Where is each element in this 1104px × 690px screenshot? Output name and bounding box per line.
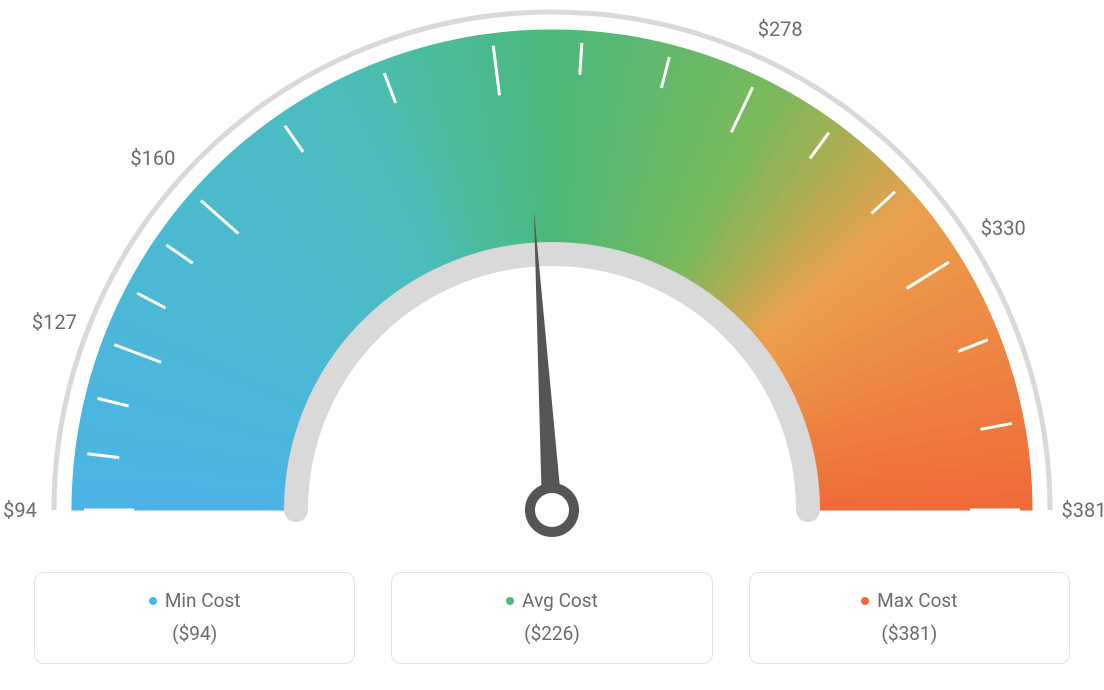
gauge-svg <box>0 0 1104 570</box>
legend-title-max: Max Cost <box>750 589 1069 612</box>
legend-label-max: Max Cost <box>877 589 957 612</box>
gauge-tick-label: $381 <box>1062 498 1104 522</box>
legend-label-min: Min Cost <box>165 589 241 612</box>
legend-card-min: Min Cost ($94) <box>34 572 355 664</box>
cost-gauge: $94$127$160$226$278$330$381 <box>0 0 1104 570</box>
legend-label-avg: Avg Cost <box>522 589 598 612</box>
gauge-tick-label: $127 <box>32 310 77 334</box>
legend-row: Min Cost ($94) Avg Cost ($226) Max Cost … <box>34 572 1070 664</box>
gauge-tick-label: $330 <box>981 216 1026 240</box>
legend-dot-avg <box>506 597 514 605</box>
legend-dot-min <box>149 597 157 605</box>
legend-value-min: ($94) <box>35 622 354 645</box>
legend-dot-max <box>861 597 869 605</box>
gauge-tick-label: $278 <box>758 17 803 41</box>
legend-value-max: ($381) <box>750 622 1069 645</box>
gauge-tick-label: $94 <box>3 498 37 522</box>
legend-card-avg: Avg Cost ($226) <box>391 572 712 664</box>
gauge-tick-label: $160 <box>130 146 175 170</box>
legend-card-max: Max Cost ($381) <box>749 572 1070 664</box>
legend-title-min: Min Cost <box>35 589 354 612</box>
gauge-hub <box>530 488 574 532</box>
legend-title-avg: Avg Cost <box>392 589 711 612</box>
legend-value-avg: ($226) <box>392 622 711 645</box>
